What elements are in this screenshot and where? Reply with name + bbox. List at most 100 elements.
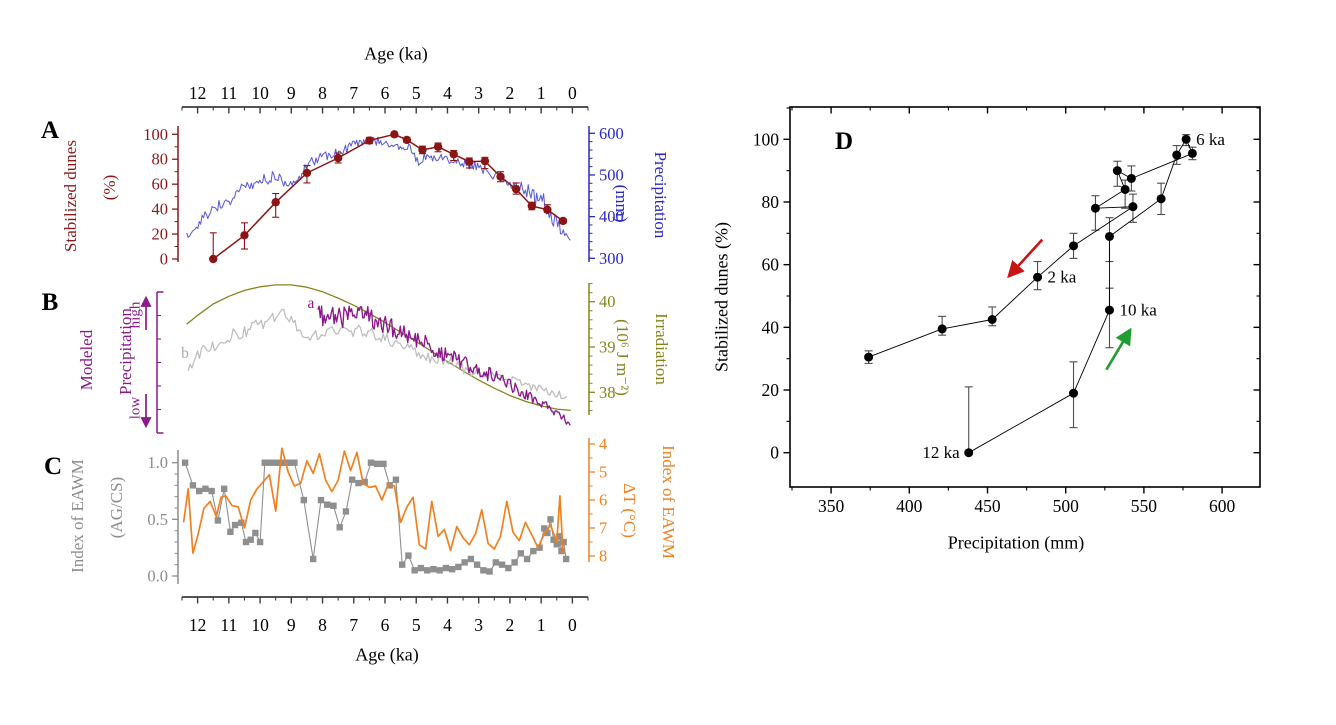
bottom-age-tick-label: 11	[220, 615, 237, 635]
dune-point-marker	[271, 198, 280, 207]
dune-point-marker	[333, 153, 343, 163]
b-right-tick-label: 40	[599, 292, 616, 311]
a-right-axis-label: Precipitation (mm)	[612, 152, 670, 239]
eawm-agcs-line	[184, 462, 567, 573]
a-left-tick-label: 80	[152, 150, 169, 169]
eawm-square-marker	[473, 561, 481, 568]
panel-letter-d: D	[834, 127, 854, 155]
b-right-axis-label-line2: (10⁶ J m⁻²)	[613, 319, 633, 396]
a-right-tick-label: 600	[599, 124, 624, 143]
b-high-label: high	[127, 301, 144, 329]
a-right-tick-label: 400	[599, 207, 624, 226]
c-left-axis-label: Index of EAWM (AG/CS)	[68, 459, 126, 573]
eawm-square-marker	[238, 519, 245, 526]
eawm-square-marker	[423, 567, 431, 574]
dune-point-marker	[240, 231, 249, 240]
eawm-square-marker	[530, 547, 537, 555]
dune-point-marker	[433, 142, 443, 151]
eawm-square-marker	[553, 541, 560, 548]
bottom-age-tick-label: 3	[474, 615, 483, 635]
eawm-square-marker	[231, 521, 239, 529]
eawm-square-marker	[560, 538, 567, 546]
eawm-square-marker	[547, 516, 554, 523]
d-point-marker	[1104, 305, 1114, 315]
eawm-square-marker	[317, 496, 325, 504]
dune-point-marker	[390, 130, 399, 139]
d-y-tick-label: 100	[753, 129, 780, 149]
dune-point-marker	[449, 150, 458, 159]
eawm-square-marker	[181, 459, 189, 466]
c-left-axis-label-line1: Index of EAWM	[67, 459, 87, 573]
eawm-square-marker	[208, 487, 215, 495]
dune-point-marker	[496, 172, 505, 181]
d-x-tick-label: 600	[1209, 496, 1236, 516]
d-x-tick-label: 350	[818, 496, 845, 516]
b-right-axis-label-line1: Irradiation	[652, 313, 672, 385]
bottom-age-tick-label: 5	[412, 615, 421, 635]
eawm-square-marker	[558, 547, 565, 555]
a-right-axis-label-line2: (mm)	[612, 184, 632, 223]
panel-letter-b: B	[41, 288, 59, 316]
dune-point-marker	[302, 168, 312, 178]
d-y-tick-label: 60	[762, 255, 780, 275]
eawm-square-marker	[214, 517, 222, 524]
a-left-tick-label: 20	[152, 225, 169, 244]
eawm-square-marker	[202, 485, 209, 492]
eawm-square-marker	[517, 550, 525, 557]
eawm-square-marker	[461, 559, 468, 566]
eawm-square-marker	[492, 559, 500, 566]
bottom-age-tick-label: 7	[349, 615, 358, 635]
d-point-marker	[987, 315, 997, 325]
top-age-tick-label: 5	[412, 83, 421, 103]
a-left-tick-label: 60	[152, 175, 169, 194]
bottom-age-tick-label: 10	[251, 615, 269, 635]
eawm-square-marker	[247, 536, 254, 543]
d-point-marker	[1069, 241, 1079, 251]
d-point-marker	[1172, 150, 1182, 160]
eawm-square-marker	[562, 555, 570, 563]
top-age-tick-label: 4	[443, 83, 452, 103]
eawm-square-marker	[227, 528, 234, 536]
top-age-tick-label: 11	[220, 83, 237, 103]
a-left-tick-label: 0	[160, 250, 168, 269]
dune-point-marker	[418, 145, 427, 155]
a-left-tick-label: 40	[152, 200, 169, 219]
eawm-square-marker	[291, 459, 298, 466]
eawm-square-marker	[300, 496, 307, 504]
modeled-precip-a-line	[317, 305, 571, 426]
d-y-tick-label: 40	[762, 317, 780, 337]
c-right-tick-label: 4	[599, 435, 607, 454]
d-x-tick-label: 400	[896, 496, 923, 516]
d-point-marker	[1112, 166, 1122, 176]
c-right-tick-label: 5	[599, 463, 607, 482]
bottom-age-tick-label: 9	[287, 615, 296, 635]
top-age-tick-label: 1	[537, 83, 546, 103]
dune-point-marker	[209, 254, 218, 264]
d-point-marker	[1126, 173, 1136, 183]
panel-letter-a: A	[40, 116, 60, 144]
c-right-tick-label: 6	[599, 491, 607, 510]
eawm-square-marker	[541, 525, 548, 532]
eawm-square-marker	[252, 529, 259, 537]
a-right-tick-label: 500	[599, 165, 624, 184]
eawm-square-marker	[242, 538, 250, 546]
d-point-label: 6 ka	[1196, 130, 1225, 149]
top-age-tick-label: 8	[318, 83, 327, 103]
eawm-square-marker	[436, 567, 443, 574]
c-left-tick-label: 1.0	[147, 453, 168, 472]
d-point-marker	[1090, 203, 1100, 213]
eawm-square-marker	[266, 459, 273, 466]
d-point-marker	[937, 324, 947, 334]
c-left-tick-label: 0.5	[147, 510, 168, 529]
eawm-square-marker	[361, 478, 368, 486]
dune-point-marker	[465, 157, 474, 166]
eawm-deltat-line	[182, 447, 564, 555]
eawm-square-marker	[367, 459, 375, 466]
b-right-tick-label: 39	[599, 338, 616, 357]
wetting-arrow	[1105, 327, 1132, 371]
eawm-square-marker	[309, 555, 317, 563]
b-right-tick-label: 38	[599, 383, 616, 402]
eawm-square-marker	[523, 555, 531, 563]
a-left-axis-label: Stabilized dunes (%)	[61, 140, 119, 252]
eawm-square-marker	[467, 555, 475, 563]
